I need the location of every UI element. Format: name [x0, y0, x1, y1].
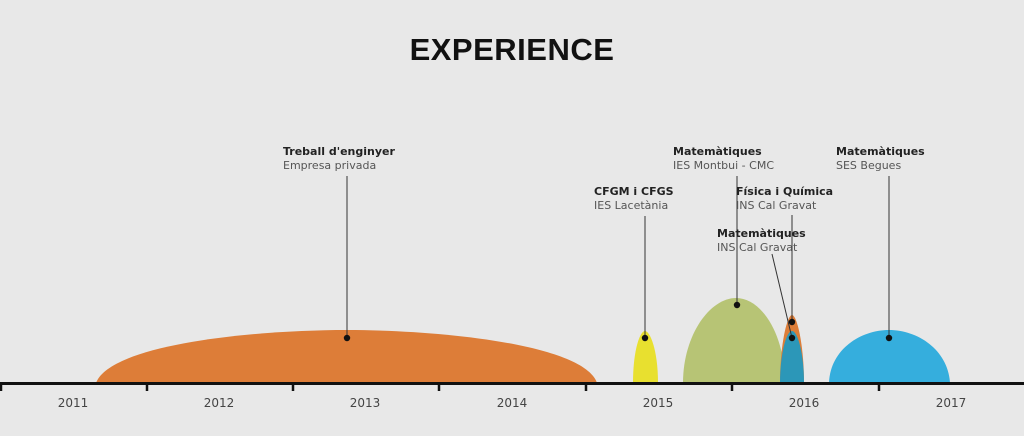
label-matematiques-calgravat: Matemàtiques INS Cal Gravat [717, 227, 806, 254]
year-label: 2017 [935, 396, 967, 410]
label-cfgm-cfgs: CFGM i CFGS IES Lacetània [594, 185, 674, 212]
year-label: 2016 [788, 396, 820, 410]
year-label: 2015 [642, 396, 674, 410]
label-matematiques-begues: Matemàtiques SES Begues [836, 145, 925, 172]
bar-matematiques-montbui[interactable] [683, 298, 785, 383]
year-label: 2014 [496, 396, 528, 410]
bar-matematiques-calgravat[interactable] [780, 331, 804, 383]
page-title: EXPERIENCE [409, 32, 615, 67]
bar-matematiques-begues[interactable] [829, 330, 950, 383]
bar-cfgm-cfgs[interactable] [633, 331, 658, 383]
year-label: 2013 [349, 396, 381, 410]
label-treball-enginyer: Treball d'enginyer Empresa privada [283, 145, 395, 172]
label-fisica-quimica: Física i Química INS Cal Gravat [736, 185, 834, 212]
label-matematiques-montbui: Matemàtiques IES Montbui - CMC [673, 145, 775, 172]
year-label: 2012 [203, 396, 235, 410]
bar-treball-enginyer[interactable] [96, 330, 597, 383]
year-label: 2011 [57, 396, 89, 410]
